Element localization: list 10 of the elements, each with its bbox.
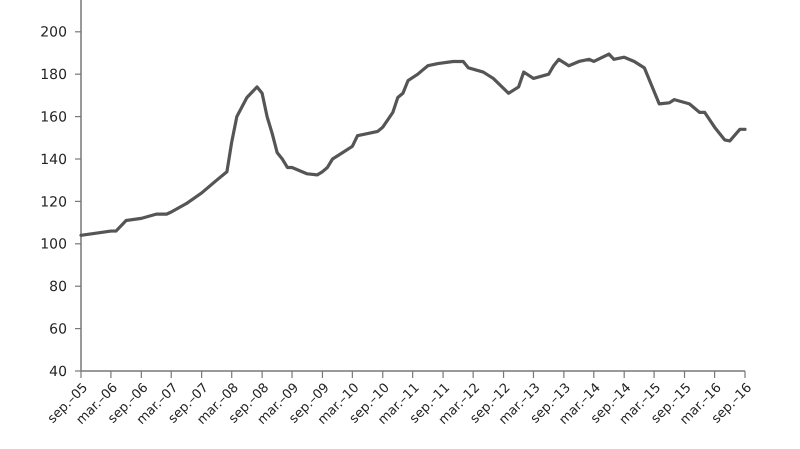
y-tick-label: 40 — [49, 364, 67, 380]
y-tick-label: 100 — [40, 236, 67, 253]
y-tick-label: 120 — [40, 194, 67, 210]
y-tick-label: 160 — [40, 110, 67, 126]
y-tick-label: 200 — [40, 24, 67, 41]
y-tick-label: 80 — [49, 279, 67, 296]
line-series — [79, 52, 747, 237]
y-tick-label: 140 — [40, 152, 67, 168]
y-tick-label: 60 — [49, 322, 67, 338]
y-tick-label: 180 — [40, 67, 67, 84]
